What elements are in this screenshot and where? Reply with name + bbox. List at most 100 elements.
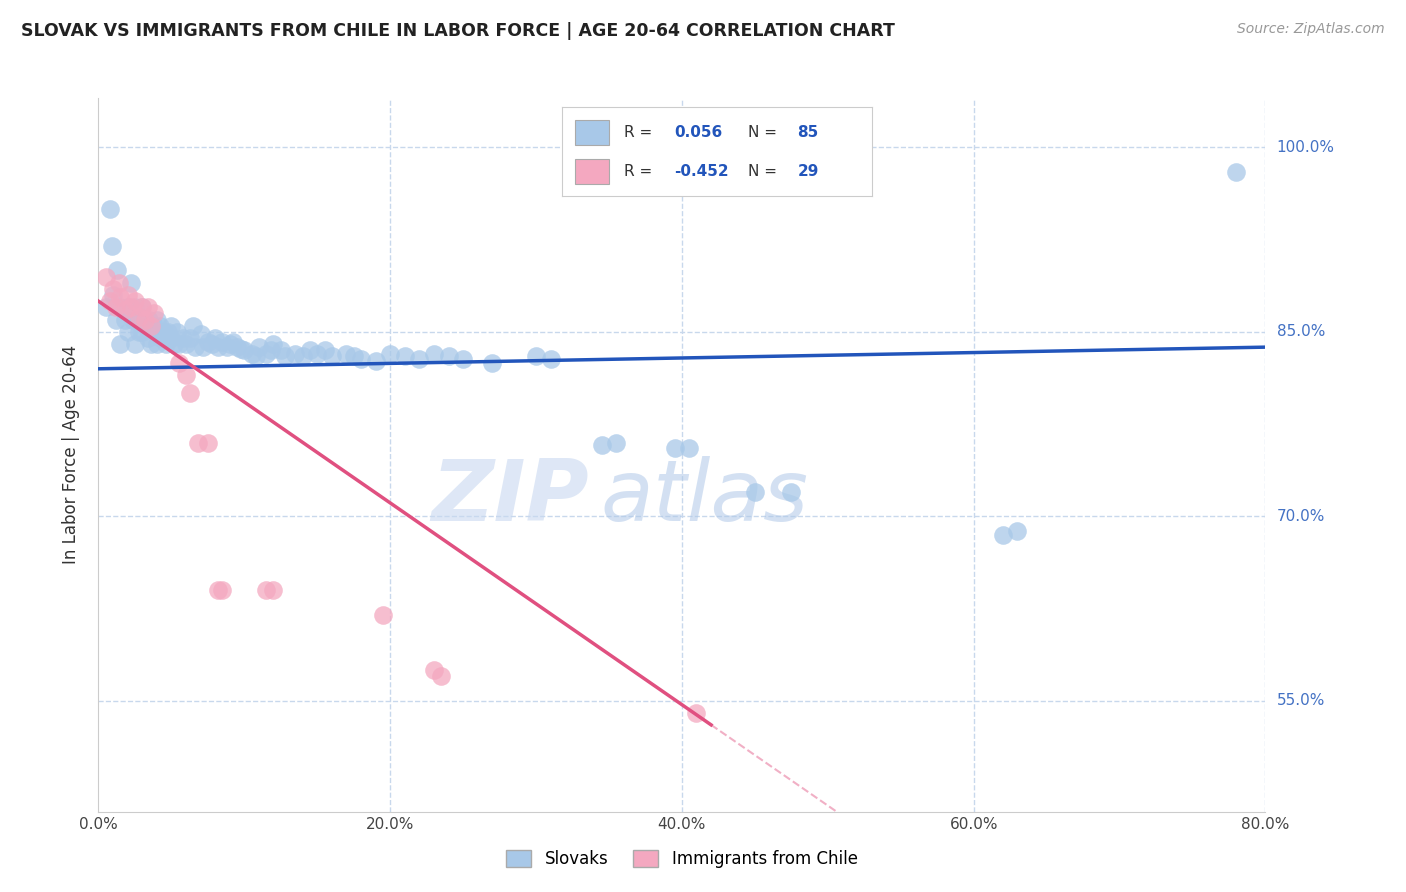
- Text: 55.0%: 55.0%: [1277, 693, 1324, 708]
- Point: [181, 318, 204, 333]
- Point: [98, 202, 121, 216]
- Point: [124, 294, 146, 309]
- Point: [101, 288, 124, 302]
- Point: [155, 337, 177, 351]
- Point: [254, 583, 277, 598]
- Point: [131, 300, 153, 314]
- Point: [160, 331, 183, 345]
- Point: [307, 347, 329, 361]
- Point: [160, 318, 183, 333]
- Point: [166, 325, 188, 339]
- Point: [685, 706, 707, 721]
- Point: [94, 300, 117, 314]
- Point: [128, 325, 150, 339]
- Point: [139, 318, 162, 333]
- Point: [190, 327, 212, 342]
- Point: [138, 312, 160, 326]
- Point: [98, 294, 121, 309]
- Point: [136, 331, 159, 345]
- Point: [321, 350, 343, 364]
- Point: [131, 300, 153, 314]
- Point: [101, 282, 124, 296]
- Point: [193, 340, 215, 354]
- FancyBboxPatch shape: [575, 120, 609, 145]
- Point: [124, 337, 146, 351]
- Point: [211, 583, 233, 598]
- Point: [226, 340, 249, 354]
- Point: [284, 347, 307, 361]
- Point: [120, 300, 142, 314]
- Point: [104, 300, 127, 314]
- Point: [110, 290, 132, 304]
- Point: [163, 337, 186, 351]
- Point: [259, 343, 281, 358]
- Point: [524, 350, 547, 364]
- Point: [364, 354, 387, 368]
- Point: [423, 347, 446, 361]
- Point: [211, 334, 233, 349]
- Point: [314, 343, 336, 358]
- Point: [142, 306, 165, 320]
- Point: [142, 318, 165, 333]
- Point: [110, 337, 132, 351]
- Text: SLOVAK VS IMMIGRANTS FROM CHILE IN LABOR FORCE | AGE 20-64 CORRELATION CHART: SLOVAK VS IMMIGRANTS FROM CHILE IN LABOR…: [21, 22, 896, 40]
- Point: [218, 337, 240, 351]
- Point: [451, 351, 474, 366]
- Point: [991, 528, 1014, 542]
- Point: [247, 340, 270, 354]
- Point: [437, 350, 460, 364]
- Point: [343, 350, 366, 364]
- Point: [105, 263, 128, 277]
- Point: [197, 435, 219, 450]
- Point: [128, 312, 150, 326]
- Point: [94, 269, 117, 284]
- Point: [371, 607, 394, 622]
- Point: [146, 312, 169, 326]
- Point: [780, 484, 803, 499]
- Point: [378, 347, 402, 361]
- Point: [298, 343, 321, 358]
- Point: [408, 351, 430, 366]
- Point: [117, 325, 139, 339]
- Point: [350, 351, 373, 366]
- Text: R =: R =: [624, 164, 658, 178]
- Point: [394, 350, 416, 364]
- Point: [231, 342, 253, 356]
- Text: R =: R =: [624, 125, 658, 139]
- Point: [114, 312, 136, 326]
- Point: [110, 300, 132, 314]
- Point: [430, 669, 453, 683]
- Text: atlas: atlas: [600, 456, 808, 540]
- Point: [146, 337, 169, 351]
- Point: [139, 337, 162, 351]
- Point: [150, 331, 173, 345]
- Point: [131, 325, 153, 339]
- Point: [240, 347, 263, 361]
- Point: [183, 340, 205, 354]
- Point: [605, 435, 627, 450]
- Point: [540, 351, 562, 366]
- Point: [245, 350, 267, 364]
- Point: [481, 356, 503, 370]
- Point: [187, 435, 209, 450]
- Point: [100, 239, 122, 253]
- Point: [174, 368, 197, 382]
- Text: 29: 29: [797, 164, 818, 178]
- Text: 85: 85: [797, 125, 818, 139]
- Point: [207, 340, 229, 354]
- Y-axis label: In Labor Force | Age 20-64: In Labor Force | Age 20-64: [62, 345, 80, 565]
- Point: [167, 356, 190, 370]
- Point: [335, 347, 357, 361]
- Point: [174, 337, 197, 351]
- Point: [114, 302, 136, 317]
- Point: [124, 300, 146, 314]
- Point: [179, 386, 201, 401]
- Text: 100.0%: 100.0%: [1277, 140, 1334, 155]
- Point: [207, 583, 229, 598]
- Point: [134, 312, 156, 326]
- Point: [117, 300, 139, 314]
- Point: [591, 438, 613, 452]
- Point: [104, 312, 127, 326]
- Text: ZIP: ZIP: [430, 456, 589, 540]
- Point: [274, 350, 297, 364]
